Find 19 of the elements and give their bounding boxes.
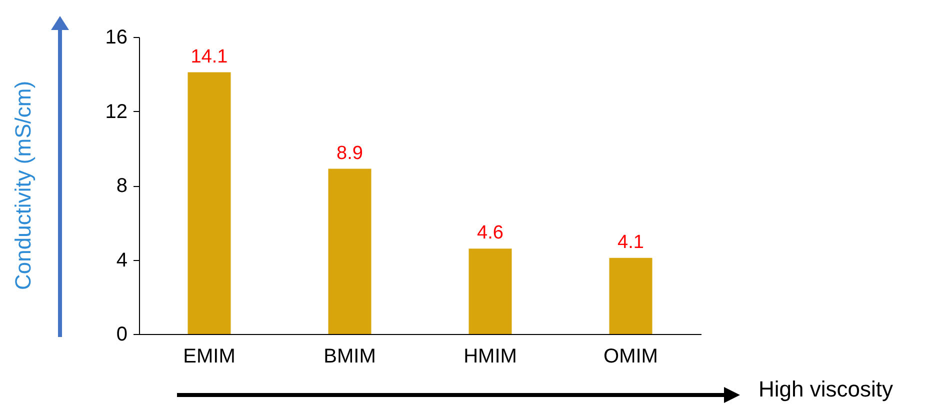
x-tick-label: BMIM: [324, 346, 376, 368]
y-axis-title: Conductivity (mS/cm): [10, 80, 36, 290]
y-tick-label: 8: [116, 175, 128, 197]
data-label: 4.6: [477, 222, 504, 244]
y-tick-label: 12: [105, 100, 128, 123]
data-label: 4.1: [618, 232, 644, 253]
bar: [468, 248, 512, 334]
bar: [328, 168, 372, 334]
x-axis-title: High viscosity: [758, 376, 893, 402]
x-tick-label: HMIM: [464, 346, 517, 368]
bar: [188, 72, 231, 334]
x-tick-label: EMIM: [183, 346, 236, 368]
data-label: 8.9: [336, 142, 363, 164]
x-tick-label: OMIM: [604, 346, 658, 368]
y-tick-label: 16: [105, 26, 128, 48]
bar: [609, 258, 652, 334]
data-label: 14.1: [190, 46, 228, 68]
y-tick-label: 4: [116, 249, 128, 272]
y-tick-label: 0: [116, 324, 128, 346]
